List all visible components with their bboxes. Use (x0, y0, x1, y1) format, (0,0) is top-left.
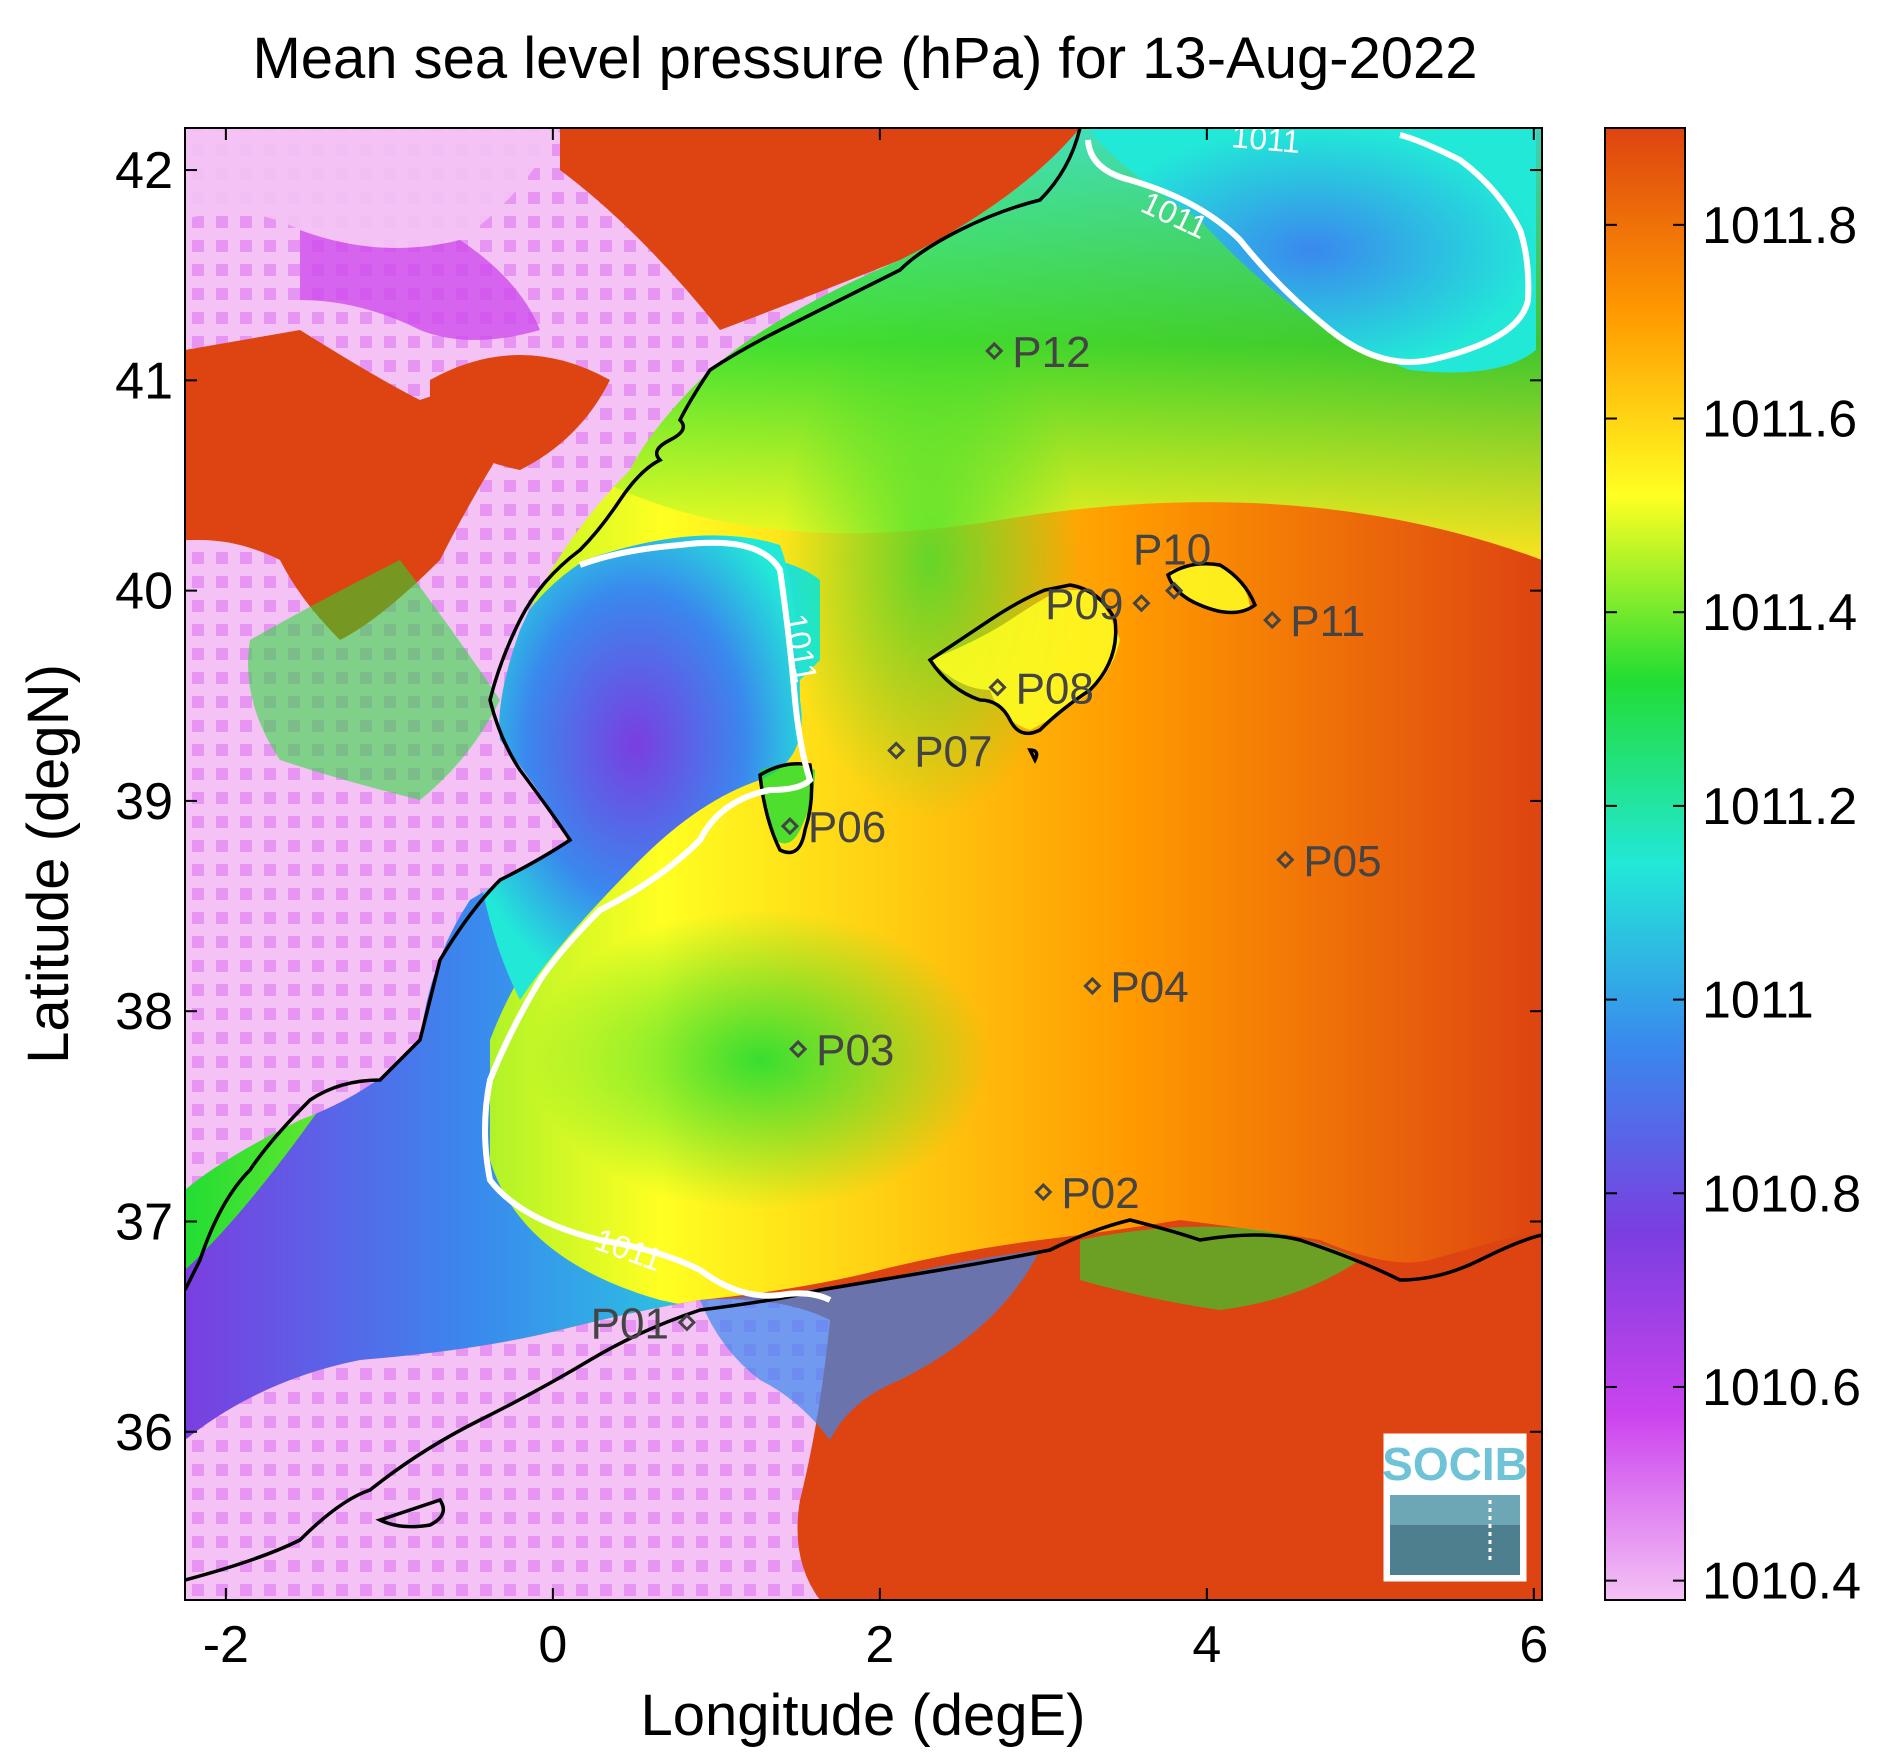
station-label: P09 (1045, 580, 1123, 629)
station-diamond-icon (1263, 610, 1282, 630)
x-tick-label: 2 (865, 1616, 894, 1674)
x-axis: -2 0 2 4 6 (203, 128, 1548, 1674)
northeast-low-cell (1088, 128, 1536, 373)
station-diamond-icon (1132, 594, 1151, 613)
y-tick-label: 41 (115, 352, 173, 410)
mallorca-land (930, 590, 1120, 730)
contour-label-1: 1011 (1230, 118, 1302, 160)
station-p12[interactable]: P12 (985, 328, 1091, 377)
station-p01[interactable]: P01 (591, 1299, 697, 1348)
valencia-land (248, 560, 500, 800)
station-label: P12 (1012, 328, 1090, 377)
africa-coastline (185, 1218, 1542, 1582)
station-p10[interactable]: P10 (1133, 526, 1211, 600)
socib-logo: SOCIB (1382, 1433, 1528, 1582)
y-axis: 36 37 38 39 40 41 42 (115, 142, 1542, 1462)
chart-title: Mean sea level pressure (hPa) for 13-Aug… (252, 26, 1477, 91)
colorbar-tick-label: 1011 (1702, 972, 1814, 1030)
colorbar-tick-label: 1011.2 (1702, 778, 1857, 836)
station-label: P03 (816, 1026, 894, 1075)
station-diamond-icon (988, 678, 1007, 697)
ibiza-coastline (758, 762, 814, 855)
central-low-cell (470, 535, 802, 1000)
alboran-coastline (375, 1497, 446, 1529)
coastlines (185, 128, 1542, 1582)
isobar-1011-south (482, 539, 832, 1303)
station-diamond-icon (677, 1313, 697, 1332)
catalonia-land (560, 128, 1080, 330)
station-diamond-icon (1083, 976, 1102, 996)
colorbar-tick-label: 1011.4 (1702, 584, 1857, 642)
station-label: P08 (1016, 664, 1094, 713)
y-tick-label: 42 (115, 142, 173, 200)
africa-west-land (185, 1299, 830, 1600)
iberia-land (185, 128, 1080, 1190)
colorbar-tick-label: 1010.8 (1702, 1165, 1861, 1223)
iberia-coastline (185, 128, 1082, 1291)
pyrenees-land (185, 128, 560, 248)
menorca-land (1170, 565, 1250, 614)
x-tick-label: -2 (203, 1616, 249, 1674)
x-tick-label: 6 (1519, 1616, 1548, 1674)
station-p05[interactable]: P05 (1276, 837, 1382, 886)
station-p02[interactable]: P02 (1034, 1169, 1140, 1218)
x-tick-label: 4 (1192, 1616, 1221, 1674)
x-axis-label: Longitude (degE) (641, 1683, 1086, 1748)
station-diamond-icon (1165, 581, 1184, 600)
isobar-1011-north (1085, 132, 1532, 365)
station-diamond-icon (780, 817, 800, 836)
station-p08[interactable]: P08 (988, 664, 1094, 713)
colorbar-tick-label: 1011.8 (1702, 197, 1857, 255)
cabrera-coastline (1027, 748, 1039, 764)
y-tick-label: 39 (115, 773, 173, 831)
station-p07[interactable]: P07 (887, 727, 992, 776)
menorca-coastline (1165, 562, 1258, 615)
station-label: P04 (1110, 963, 1188, 1012)
ebro-land (300, 230, 540, 340)
isobar-1011 (482, 132, 1532, 1303)
station-label: P02 (1061, 1169, 1139, 1218)
y-tick-label: 36 (115, 1404, 173, 1462)
station-label: P10 (1133, 526, 1211, 575)
station-label: P05 (1303, 837, 1381, 886)
mallorca-coastline (927, 583, 1118, 736)
plot-frame (184, 127, 1543, 1601)
colorbar-frame (1604, 127, 1686, 1601)
y-axis-label: Latitude (degN) (16, 664, 81, 1064)
station-p09[interactable]: P09 (1045, 580, 1151, 629)
iberia-highland-east (430, 355, 610, 470)
station-label: P11 (1290, 597, 1365, 646)
colorbar (1605, 128, 1685, 1600)
x-tick-label: 0 (538, 1616, 567, 1674)
station-diamond-icon (1276, 850, 1295, 869)
station-label: P07 (914, 727, 992, 776)
green-trough (530, 910, 990, 1210)
y-tick-label: 38 (115, 983, 173, 1041)
station-p06[interactable]: P06 (780, 803, 886, 852)
colorbar-ticks: 1010.4 1010.6 1010.8 1011 1011.2 1011.4 1011.6… (1605, 197, 1861, 1611)
africa-coast-green (1080, 1226, 1360, 1310)
socib-logo-text: SOCIB (1382, 1438, 1528, 1490)
y-tick-label: 40 (115, 563, 173, 621)
station-p03[interactable]: P03 (788, 1026, 894, 1075)
station-label: P01 (591, 1299, 669, 1348)
colorbar-tick-label: 1010.4 (1702, 1553, 1861, 1611)
pressure-field (185, 128, 1542, 1600)
station-p04[interactable]: P04 (1083, 963, 1189, 1012)
station-diamond-icon (887, 741, 906, 760)
station-label: P06 (808, 803, 886, 852)
station-diamond-icon (1034, 1182, 1053, 1202)
station-diamond-icon (788, 1039, 808, 1059)
station-p11[interactable]: P11 (1263, 597, 1365, 646)
colorbar-tick-label: 1010.6 (1702, 1359, 1861, 1417)
station-diamond-icon (985, 341, 1004, 361)
y-tick-label: 37 (115, 1193, 173, 1251)
colorbar-tick-label: 1011.6 (1702, 391, 1857, 449)
